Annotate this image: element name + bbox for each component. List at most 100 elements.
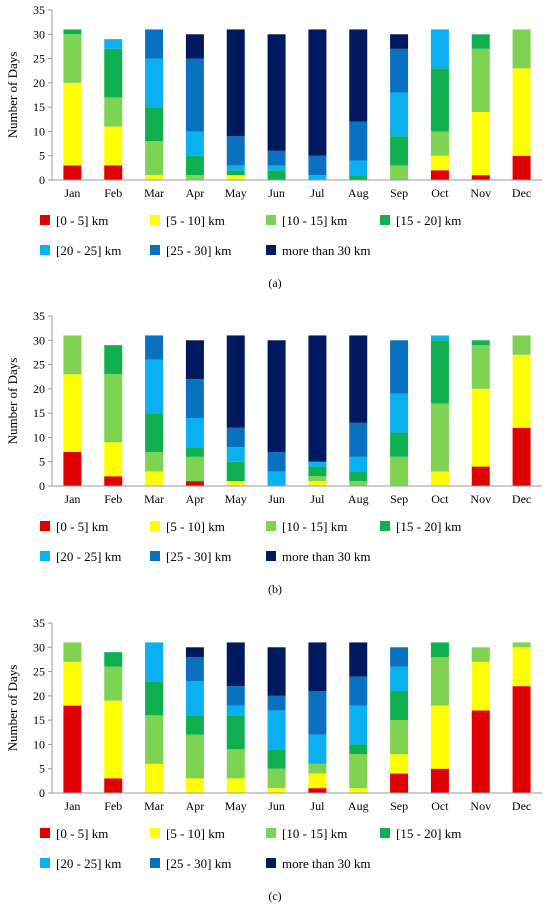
legend-swatch bbox=[150, 245, 160, 255]
bar-segment-jun bbox=[267, 150, 286, 166]
bar-segment-sep bbox=[390, 773, 409, 793]
bar-segment-jan bbox=[63, 29, 82, 35]
bar-segment-apr bbox=[185, 456, 204, 482]
y-axis-title: Number of Days bbox=[5, 665, 20, 752]
y-tick-label: 30 bbox=[33, 640, 45, 654]
y-tick-label: 30 bbox=[33, 27, 45, 41]
x-tick-label: Mar bbox=[144, 186, 164, 200]
bar-segment-nov bbox=[471, 345, 490, 389]
legend-label: [0 - 5] km bbox=[56, 519, 108, 534]
x-tick-label: Oct bbox=[431, 186, 449, 200]
y-tick-label: 15 bbox=[33, 713, 45, 727]
legend-label: [5 - 10] km bbox=[166, 213, 225, 228]
x-tick-label: Jun bbox=[268, 799, 285, 813]
bar-segment-may bbox=[226, 642, 245, 687]
bar-segment-sep bbox=[390, 691, 409, 721]
legend-swatch bbox=[380, 828, 390, 838]
bar-segment-aug bbox=[349, 788, 368, 793]
x-tick-label: Sep bbox=[390, 186, 408, 200]
bar-segment-dec bbox=[512, 686, 531, 793]
bar-segment-dec bbox=[512, 427, 531, 486]
legend-label: [20 - 25] km bbox=[56, 549, 121, 564]
bar-segment-mar bbox=[145, 175, 164, 180]
legend: [0 - 5] km [5 - 10] km [10 - 15] km [15 - 2… bbox=[40, 826, 461, 871]
bar-segment-sep bbox=[390, 92, 409, 137]
panel-caption-b: (b) bbox=[268, 582, 282, 596]
legend: [0 - 5] km [5 - 10] km [10 - 15] km [15 - 2… bbox=[40, 213, 461, 258]
legend-swatch bbox=[266, 551, 276, 561]
bar-segment-aug bbox=[349, 754, 368, 789]
bar-segment-apr bbox=[185, 379, 204, 418]
bar-segment-jul bbox=[308, 691, 327, 735]
bar-segment-jul bbox=[308, 763, 327, 774]
bar-segment-aug bbox=[349, 676, 368, 706]
chart-panel-c: 0 5 10 15 20 25 30 35 Number of Days Jan Feb Mar Apr… bbox=[5, 616, 542, 871]
bar-segment-sep bbox=[390, 754, 409, 774]
bar-segment-mar bbox=[145, 452, 164, 472]
legend-swatch bbox=[266, 858, 276, 868]
bar-segment-apr bbox=[185, 481, 204, 486]
y-tick-label: 25 bbox=[33, 52, 45, 66]
legend-swatch bbox=[150, 828, 160, 838]
legend-label: [15 - 20] km bbox=[396, 213, 461, 228]
panel-caption-c: (c) bbox=[268, 889, 282, 903]
bar-segment-apr bbox=[185, 734, 204, 779]
bar-segment-oct bbox=[430, 471, 449, 486]
y-tick-label: 10 bbox=[33, 737, 45, 751]
bar-segment-may bbox=[226, 335, 245, 428]
bar-segment-dec bbox=[512, 68, 531, 156]
bar-segment-may bbox=[226, 427, 245, 448]
bar-segment-oct bbox=[430, 705, 449, 769]
bar-segment-apr bbox=[185, 647, 204, 657]
bar-segment-aug bbox=[349, 471, 368, 482]
bar-segment-sep bbox=[390, 48, 409, 93]
bar-segment-aug bbox=[349, 160, 368, 176]
bar-segment-aug bbox=[349, 335, 368, 423]
bar-segment-oct bbox=[430, 68, 449, 132]
x-tick-label: Apr bbox=[186, 492, 205, 506]
bar-segment-feb bbox=[104, 126, 123, 166]
bar-segment-oct bbox=[430, 340, 449, 404]
legend-label: [0 - 5] km bbox=[56, 826, 108, 841]
bar-segment-aug bbox=[349, 121, 368, 161]
bar-segment-dec bbox=[512, 29, 531, 69]
legend-label: [25 - 30] km bbox=[166, 243, 231, 258]
x-tick-label: May bbox=[225, 186, 247, 200]
x-tick-label: Oct bbox=[431, 492, 449, 506]
y-tick-label: 25 bbox=[33, 358, 45, 372]
bar-segment-jun bbox=[267, 471, 286, 486]
bar-segment-feb bbox=[104, 97, 123, 127]
y-tick-label: 20 bbox=[33, 76, 45, 90]
bar-segment-oct bbox=[430, 403, 449, 472]
legend-swatch bbox=[40, 245, 50, 255]
bar-segment-apr bbox=[185, 447, 204, 457]
bar-segment-sep bbox=[390, 432, 409, 457]
bar-segment-may bbox=[226, 165, 245, 171]
x-tick-label: Oct bbox=[431, 799, 449, 813]
bar-segment-may bbox=[226, 778, 245, 793]
y-tick-label: 35 bbox=[33, 3, 45, 17]
bar-segment-may bbox=[226, 447, 245, 462]
x-tick-label: Mar bbox=[144, 799, 164, 813]
legend-swatch bbox=[40, 858, 50, 868]
bar-segment-may bbox=[226, 749, 245, 779]
x-tick-label: Jul bbox=[310, 186, 325, 200]
legend-label: [0 - 5] km bbox=[56, 213, 108, 228]
bar-segment-apr bbox=[185, 155, 204, 176]
bar-segment-dec bbox=[512, 335, 531, 355]
bar-segment-oct bbox=[430, 657, 449, 706]
bar-segment-feb bbox=[104, 778, 123, 793]
bar-segment-sep bbox=[390, 136, 409, 166]
bar-segment-jun bbox=[267, 165, 286, 171]
bar-segment-jan bbox=[63, 335, 82, 375]
bar-segment-nov bbox=[471, 466, 490, 486]
bar-segment-jul bbox=[308, 788, 327, 793]
bar-segment-may bbox=[226, 170, 245, 176]
legend-swatch bbox=[40, 551, 50, 561]
x-tick-label: Apr bbox=[186, 186, 205, 200]
bar-segment-apr bbox=[185, 131, 204, 156]
bar-segment-apr bbox=[185, 681, 204, 716]
y-axis-title: Number of Days bbox=[5, 52, 20, 139]
bar-segment-jul bbox=[308, 461, 327, 467]
